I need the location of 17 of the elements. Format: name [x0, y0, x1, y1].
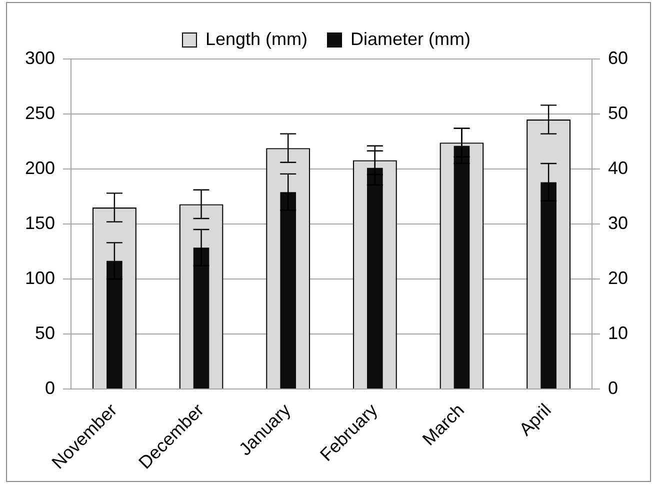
y2-tick-label: 20 — [608, 268, 628, 288]
y2-tick-label: 0 — [608, 378, 618, 398]
y2-tick-label: 30 — [608, 212, 628, 233]
y-tick-label: 100 — [24, 268, 56, 288]
y2-tick-label: 40 — [608, 158, 628, 178]
legend-label: Length (mm) — [205, 28, 308, 49]
y-tick-label: 250 — [24, 102, 56, 123]
y-tick-label: 300 — [24, 48, 56, 68]
legend-label: Diameter (mm) — [350, 28, 471, 49]
y2-tick-label: 10 — [608, 322, 628, 343]
y-tick-label: 0 — [45, 378, 56, 398]
y2-tick-label: 60 — [608, 48, 628, 68]
y2-tick-label: 50 — [608, 102, 628, 123]
bar — [106, 260, 122, 389]
y-tick-label: 150 — [24, 212, 56, 233]
y-tick-label: 200 — [24, 158, 56, 178]
y-tick-label: 50 — [35, 322, 56, 343]
